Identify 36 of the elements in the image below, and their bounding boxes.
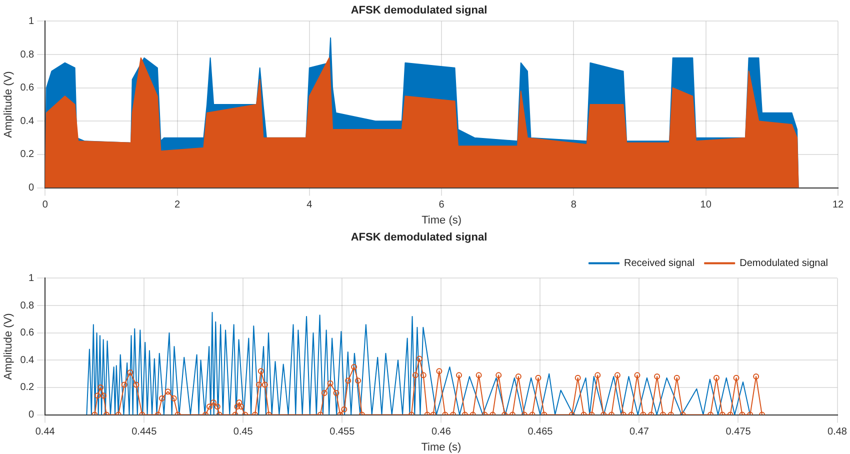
y-tick-label: 1 xyxy=(28,16,35,27)
y-tick-label: 0.6 xyxy=(20,328,35,339)
x-tick-label: 0.465 xyxy=(528,426,554,438)
legend-label: Received signal xyxy=(624,258,695,269)
x-tick-label: 0 xyxy=(42,200,48,211)
y-axis-title: Amplitude (V) xyxy=(2,71,15,138)
x-tick-label: 0.44 xyxy=(35,426,56,438)
y-axis-title: Amplitude (V) xyxy=(2,313,15,380)
x-tick-label: 0.445 xyxy=(132,426,158,438)
chart-title: AFSK demodulated signal xyxy=(350,4,488,17)
y-tick-label: 0.2 xyxy=(20,382,35,394)
x-tick-label: 0.47 xyxy=(629,426,650,438)
y-tick-label: 0 xyxy=(28,182,35,194)
x-tick-label: 8 xyxy=(570,200,577,211)
x-tick-label: 0.455 xyxy=(330,426,356,438)
y-tick-label: 0.8 xyxy=(20,300,35,312)
x-tick-label: 10 xyxy=(700,200,712,211)
y-tick-label: 0.4 xyxy=(20,116,35,127)
y-tick-label: 0.4 xyxy=(20,354,35,366)
y-tick-label: 0.8 xyxy=(20,49,35,60)
y-tick-label: 0 xyxy=(28,410,35,421)
x-axis-title: Time (s) xyxy=(421,441,462,454)
y-tick-label: 0.2 xyxy=(20,149,35,160)
y-tick-label: 0.6 xyxy=(20,82,35,94)
legend-label: Demodulated signal xyxy=(740,258,828,269)
x-tick-label: 2 xyxy=(174,200,180,211)
x-tick-label: 0.46 xyxy=(431,426,452,438)
x-tick-label: 4 xyxy=(306,200,313,211)
x-tick-label: 12 xyxy=(832,200,844,211)
x-tick-label: 0.475 xyxy=(726,426,752,438)
x-tick-label: 0.48 xyxy=(828,426,848,438)
x-tick-label: 0.45 xyxy=(233,426,254,438)
x-axis-title: Time (s) xyxy=(422,214,462,226)
y-tick-label: 1 xyxy=(28,272,35,284)
x-tick-label: 6 xyxy=(438,200,445,211)
chart-title: AFSK demodulated signal xyxy=(350,232,488,244)
